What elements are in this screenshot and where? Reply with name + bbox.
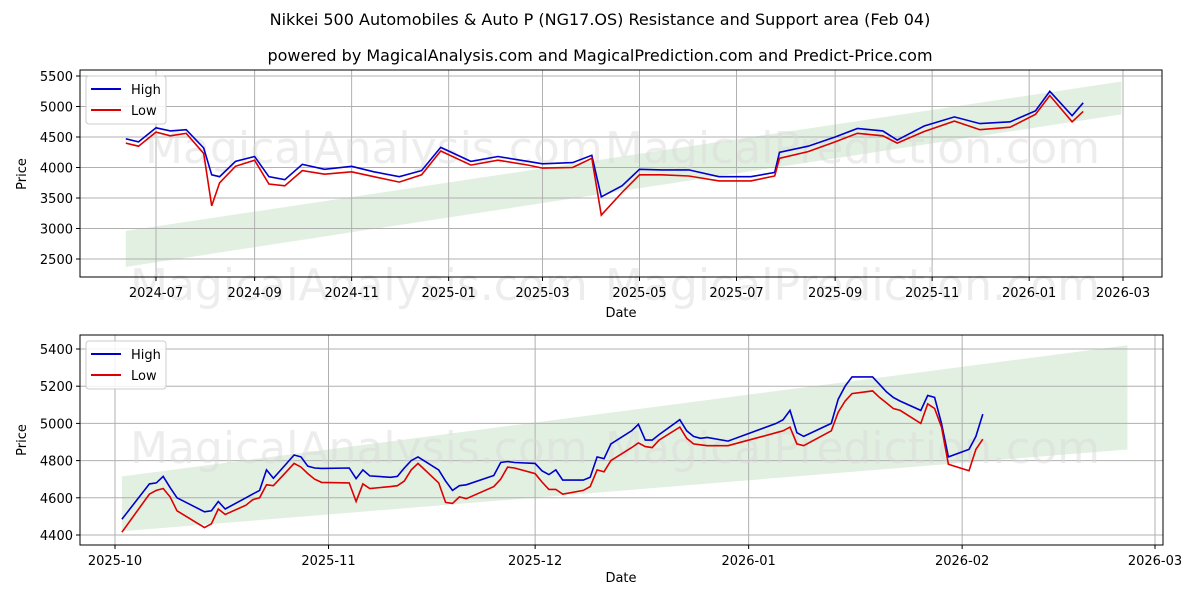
y-tick-label: 4500 xyxy=(40,131,73,146)
y-tick-label: 5400 xyxy=(40,343,73,358)
x-tick-label: 2024-09 xyxy=(227,286,281,301)
bottom-grid xyxy=(80,335,1163,545)
bottom-support-resistance-band xyxy=(121,345,1128,532)
y-tick-label: 5000 xyxy=(40,101,73,116)
y-tick-label: 4000 xyxy=(40,162,73,177)
x-tick-label: 2025-12 xyxy=(508,554,562,569)
band-area xyxy=(125,81,1122,267)
top-high-line xyxy=(125,90,1084,198)
legend-high-label: High xyxy=(131,348,161,363)
bottom-x-axis: 2025-10 2025-11 2025-12 2026-01 2026-02 2026-… xyxy=(88,545,1182,569)
bottom-y-axis-label: Price xyxy=(15,424,30,456)
y-tick-label: 5200 xyxy=(40,380,73,395)
bottom-chart: MagicalAnalysis.com MagicalPrediction.co… xyxy=(15,334,1182,586)
chart-title: Nikkei 500 Automobiles & Auto P (NG17.OS… xyxy=(269,10,931,29)
x-tick-label: 2024-07 xyxy=(129,286,183,301)
x-tick-label: 2025-01 xyxy=(421,286,475,301)
x-tick-label: 2026-03 xyxy=(1096,286,1150,301)
watermark-prediction-top: MagicalPrediction.com xyxy=(605,123,1100,174)
bottom-high-line xyxy=(121,376,984,520)
x-tick-label: 2025-11 xyxy=(905,286,959,301)
watermark-analysis-bottom: MagicalAnalysis.com xyxy=(130,423,588,474)
y-tick-label: 3000 xyxy=(40,223,73,238)
top-y-axis: 2500 3000 3500 4000 4500 5000 5500 xyxy=(40,70,80,268)
y-tick-label: 5000 xyxy=(40,417,73,432)
y-tick-label: 3500 xyxy=(40,192,73,207)
x-tick-label: 2026-03 xyxy=(1128,554,1182,569)
legend-low-label: Low xyxy=(131,104,157,119)
top-grid xyxy=(80,70,1162,277)
x-tick-label: 2025-05 xyxy=(612,286,666,301)
bottom-low-line xyxy=(121,390,984,533)
x-tick-label: 2025-11 xyxy=(301,554,355,569)
top-x-axis: 2024-07 2024-09 2024-11 2025-01 2025-03 2025-… xyxy=(129,277,1150,301)
top-plot-frame xyxy=(79,69,1163,278)
x-tick-label: 2026-01 xyxy=(1002,286,1056,301)
top-x-axis-label: Date xyxy=(605,306,636,321)
y-tick-label: 4800 xyxy=(40,455,73,470)
y-tick-label: 4600 xyxy=(40,492,73,507)
watermark-prediction-mid: MagicalPrediction.com xyxy=(605,260,1100,311)
top-legend: High Low xyxy=(85,75,167,125)
bottom-x-axis-label: Date xyxy=(605,571,636,586)
watermark-prediction-bottom: MagicalPrediction.com xyxy=(605,423,1100,474)
top-y-axis-label: Price xyxy=(15,158,30,190)
y-tick-label: 2500 xyxy=(40,253,73,268)
top-chart: MagicalAnalysis.com MagicalPrediction.co… xyxy=(15,69,1163,321)
chart-subtitle: powered by MagicalAnalysis.com and Magic… xyxy=(267,46,933,65)
x-tick-label: 2024-11 xyxy=(324,286,378,301)
x-tick-label: 2025-10 xyxy=(88,554,142,569)
y-tick-label: 5500 xyxy=(40,70,73,85)
watermark-analysis-mid: MagicalAnalysis.com xyxy=(130,260,588,311)
legend-low-label: Low xyxy=(131,369,157,384)
y-tick-label: 4400 xyxy=(40,529,73,544)
legend-high-label: High xyxy=(131,83,161,98)
x-tick-label: 2025-09 xyxy=(808,286,862,301)
top-low-line xyxy=(125,94,1084,217)
x-tick-label: 2026-02 xyxy=(935,554,989,569)
x-tick-label: 2025-03 xyxy=(515,286,569,301)
bottom-y-axis: 4400 4600 4800 5000 5200 5400 xyxy=(40,343,80,544)
bottom-plot-frame xyxy=(79,334,1164,546)
x-tick-label: 2026-01 xyxy=(721,554,775,569)
band-area xyxy=(121,345,1128,532)
top-support-resistance-band xyxy=(125,81,1122,267)
x-tick-label: 2025-07 xyxy=(709,286,763,301)
bottom-legend: High Low xyxy=(85,340,167,390)
